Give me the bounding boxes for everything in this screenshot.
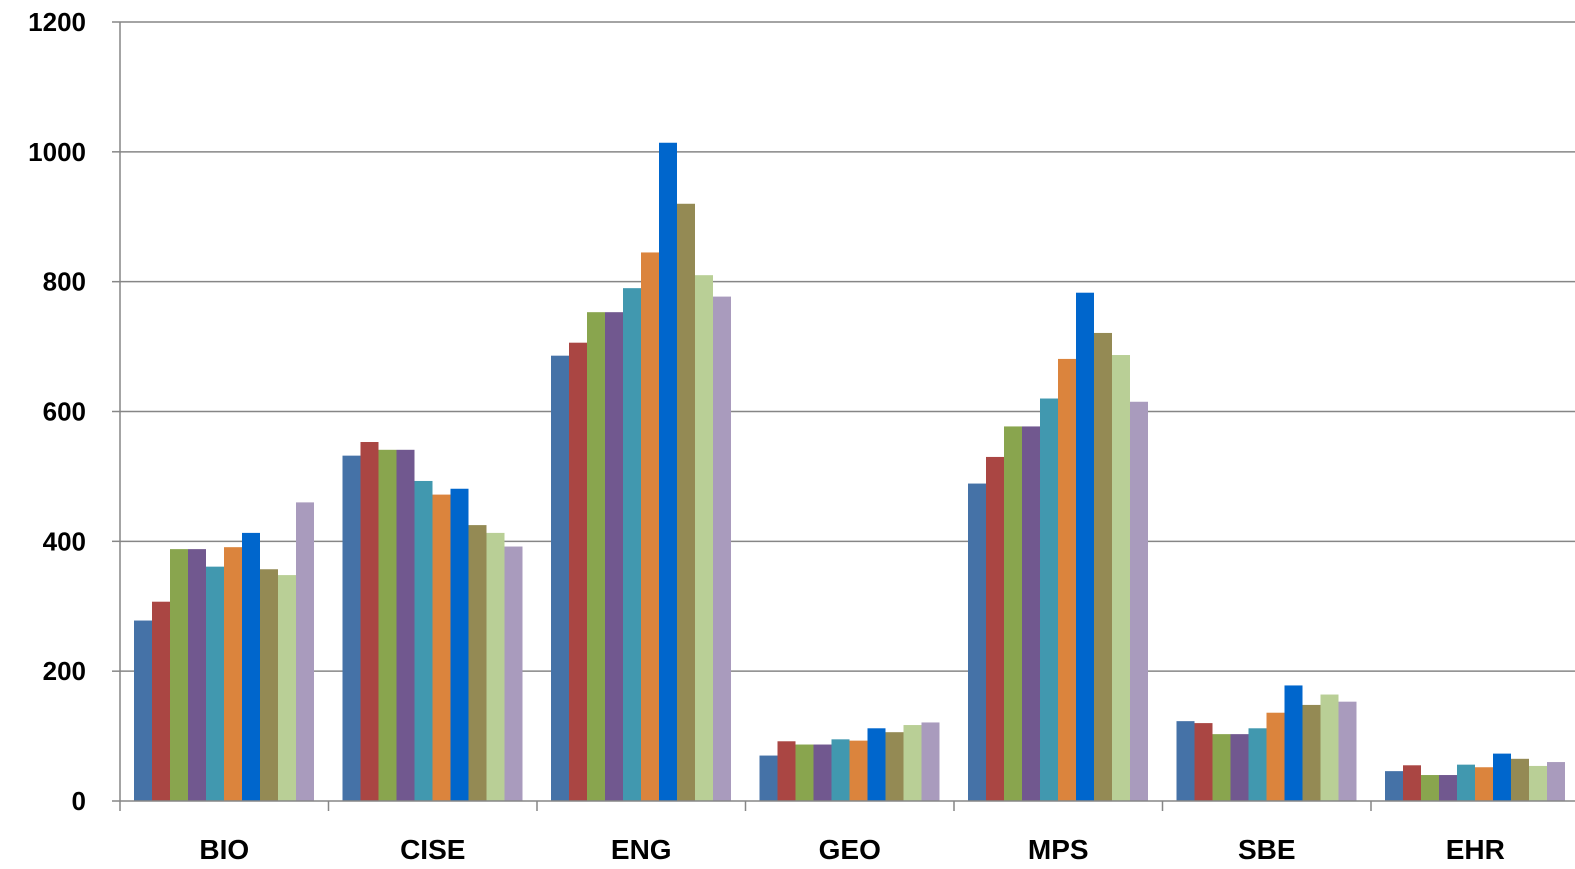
bar-geo-1	[759, 755, 778, 801]
bar-sbe-1	[1176, 721, 1195, 801]
bar-mps-4	[1022, 426, 1040, 801]
bar-ehr-10	[1547, 762, 1565, 801]
bar-bio-1	[134, 620, 152, 801]
bar-eng-10	[713, 296, 731, 801]
x-category-label: BIO	[199, 834, 249, 865]
x-category-label: MPS	[1028, 834, 1089, 865]
bar-bio-3	[170, 549, 188, 801]
bar-ehr-7	[1493, 753, 1511, 801]
bar-eng-2	[569, 342, 587, 801]
bar-bio-5	[206, 566, 224, 801]
bar-ehr-9	[1529, 765, 1547, 801]
bar-sbe-5	[1248, 728, 1267, 801]
bar-cise-10	[504, 546, 523, 801]
bar-sbe-2	[1194, 723, 1213, 801]
x-category-label: ENG	[611, 834, 672, 865]
bar-ehr-6	[1475, 767, 1493, 801]
y-tick-label: 800	[43, 267, 86, 297]
bar-cise-8	[468, 525, 487, 801]
bar-eng-8	[677, 203, 695, 801]
bar-geo-8	[885, 732, 904, 801]
bar-eng-4	[605, 312, 623, 801]
bar-mps-3	[1004, 426, 1022, 801]
gridlines	[120, 21, 1575, 672]
bar-geo-10	[921, 722, 940, 801]
bar-cise-7	[450, 488, 469, 801]
x-category-label: GEO	[819, 834, 881, 865]
x-category-label: EHR	[1446, 834, 1505, 865]
bar-sbe-4	[1230, 734, 1249, 801]
bar-sbe-3	[1212, 734, 1231, 801]
bar-geo-3	[795, 744, 814, 801]
bar-ehr-1	[1385, 771, 1403, 801]
bar-mps-9	[1112, 355, 1130, 801]
bar-mps-6	[1058, 358, 1076, 801]
bar-geo-5	[831, 739, 850, 801]
bar-eng-1	[551, 355, 569, 801]
y-tick-label: 1000	[28, 137, 86, 167]
x-category-label: SBE	[1238, 834, 1296, 865]
bar-geo-6	[849, 740, 868, 801]
bar-ehr-2	[1403, 765, 1421, 801]
bar-geo-7	[867, 728, 886, 801]
x-category-label: CISE	[400, 834, 465, 865]
bar-ehr-8	[1511, 758, 1529, 801]
bar-bio-10	[296, 502, 314, 801]
bar-cise-1	[342, 455, 361, 801]
bars	[134, 142, 1565, 801]
bar-cise-4	[396, 449, 415, 801]
bar-eng-9	[695, 275, 713, 801]
bar-cise-5	[414, 480, 433, 801]
bar-sbe-9	[1320, 694, 1339, 801]
bar-mps-5	[1040, 398, 1058, 801]
axes	[112, 21, 1575, 811]
bar-ehr-4	[1439, 775, 1457, 801]
bar-eng-6	[641, 252, 659, 801]
bar-bio-7	[242, 532, 260, 801]
bar-bio-8	[260, 569, 278, 801]
bar-mps-1	[968, 483, 986, 801]
bar-eng-3	[587, 312, 605, 801]
bar-cise-6	[432, 494, 451, 801]
bar-mps-7	[1076, 292, 1094, 801]
y-tick-label: 400	[43, 526, 86, 556]
bar-ehr-3	[1421, 775, 1439, 801]
bar-bio-9	[278, 575, 296, 801]
bar-bio-4	[188, 549, 206, 801]
bar-bio-2	[152, 601, 170, 801]
bar-sbe-6	[1266, 712, 1285, 801]
bar-eng-5	[623, 288, 641, 801]
bar-sbe-7	[1284, 685, 1303, 801]
y-tick-label: 200	[43, 656, 86, 686]
bar-mps-10	[1130, 401, 1148, 801]
y-tick-label: 1200	[28, 7, 86, 37]
bar-sbe-10	[1338, 701, 1357, 801]
bar-cise-2	[360, 442, 379, 801]
bar-sbe-8	[1302, 704, 1321, 801]
bar-geo-9	[903, 725, 922, 801]
bar-cise-9	[486, 532, 505, 801]
bar-ehr-5	[1457, 764, 1475, 801]
x-category-labels: BIO CISE ENG GEO MPS SBE EHR	[199, 834, 1504, 865]
y-tick-labels: 0 200 400 600 800 1000 1200	[28, 7, 86, 816]
bar-bio-6	[224, 547, 242, 801]
y-tick-label: 600	[43, 397, 86, 427]
bar-mps-2	[986, 456, 1004, 801]
bar-geo-4	[813, 744, 832, 801]
y-tick-label: 0	[72, 786, 86, 816]
bar-mps-8	[1094, 332, 1112, 801]
bar-eng-7	[659, 142, 677, 801]
bar-geo-2	[777, 741, 796, 801]
bar-cise-3	[378, 449, 397, 801]
